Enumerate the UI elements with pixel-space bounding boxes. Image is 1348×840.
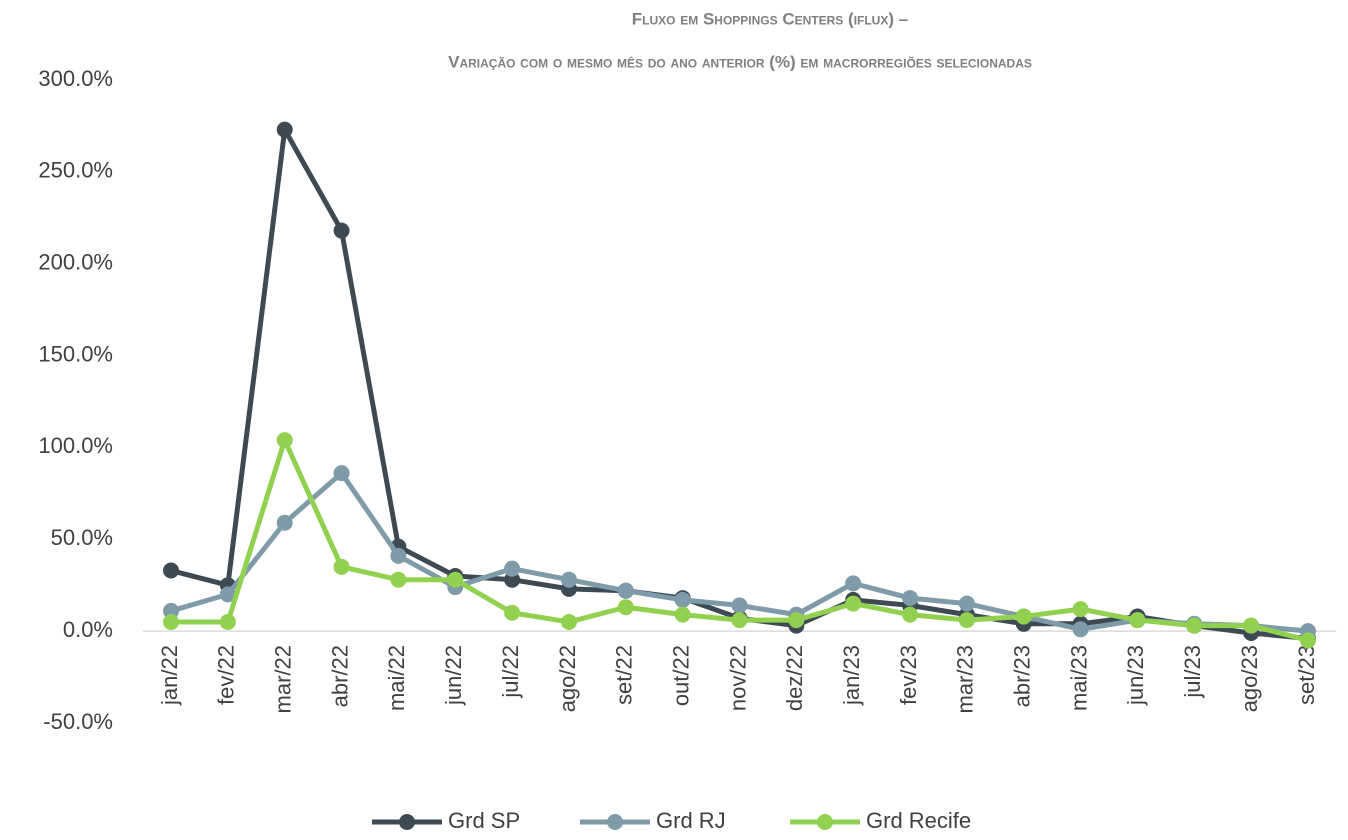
point (276, 432, 293, 449)
x-tick-label: mai/23 (1066, 645, 1091, 711)
x-tick-label: abr/22 (327, 645, 352, 707)
y-tick-label: -50.0% (43, 709, 113, 734)
point (504, 560, 521, 577)
x-tick-label: fev/22 (214, 645, 239, 705)
legend-marker (399, 814, 415, 830)
legend-label: Grd RJ (656, 808, 726, 833)
point (390, 571, 407, 588)
point (788, 612, 805, 629)
point (1186, 617, 1203, 634)
point (560, 571, 577, 588)
x-tick-label: mar/23 (953, 645, 978, 713)
y-tick-label: 150.0% (38, 341, 113, 366)
point (617, 599, 634, 616)
x-tick-label: jul/23 (1180, 645, 1205, 699)
x-tick-label: jun/22 (441, 645, 466, 706)
x-tick-label: mar/22 (271, 645, 296, 713)
chart-title: Fluxo em Shoppings Centers (iflux) – (632, 9, 908, 28)
point (219, 613, 236, 630)
point (1072, 601, 1089, 618)
x-tick-label: fev/23 (896, 645, 921, 705)
point (1243, 617, 1260, 634)
point (163, 602, 180, 619)
point (1072, 621, 1089, 638)
point (333, 558, 350, 575)
point (845, 595, 862, 612)
y-tick-label: 250.0% (38, 158, 113, 183)
point (958, 612, 975, 629)
point (731, 597, 748, 614)
point (617, 582, 634, 599)
legend-label: Grd SP (448, 808, 520, 833)
point (504, 571, 521, 588)
chart-subtitle: Variação com o mesmo mês do ano anterior… (448, 52, 1032, 71)
point (276, 121, 293, 138)
y-tick-label: 0.0% (63, 617, 113, 642)
point (674, 591, 691, 608)
point (845, 575, 862, 592)
x-tick-label: set/22 (612, 645, 637, 705)
x-tick-label: jan/23 (839, 645, 864, 706)
point (163, 613, 180, 630)
legend-label: Grd Recife (866, 808, 971, 833)
x-tick-label: mai/22 (384, 645, 409, 711)
x-tick-label: abr/23 (1010, 645, 1035, 707)
point (902, 590, 919, 607)
x-tick-label: ago/23 (1237, 645, 1262, 712)
point (1015, 608, 1032, 625)
y-tick-label: 200.0% (38, 250, 113, 275)
point (390, 547, 407, 564)
point (163, 562, 180, 579)
point (276, 514, 293, 531)
x-tick-label: jan/22 (157, 645, 182, 706)
point (447, 571, 464, 588)
point (333, 222, 350, 239)
point (219, 586, 236, 603)
legend-marker (607, 814, 623, 830)
y-tick-label: 50.0% (51, 525, 113, 550)
x-tick-label: jul/22 (498, 645, 523, 699)
x-tick-label: nov/22 (725, 645, 750, 711)
point (504, 604, 521, 621)
x-tick-label: jun/23 (1123, 645, 1148, 706)
x-tick-label: out/22 (668, 645, 693, 706)
point (902, 606, 919, 623)
point (958, 595, 975, 612)
y-tick-label: 100.0% (38, 433, 113, 458)
x-tick-label: set/23 (1294, 645, 1319, 705)
legend-marker (817, 814, 833, 830)
point (333, 465, 350, 482)
x-tick-label: dez/22 (782, 645, 807, 711)
point (1299, 632, 1316, 649)
point (560, 613, 577, 630)
y-tick-label: 300.0% (38, 66, 113, 91)
x-tick-label: ago/22 (555, 645, 580, 712)
point (1129, 612, 1146, 629)
point (731, 612, 748, 629)
point (674, 606, 691, 623)
